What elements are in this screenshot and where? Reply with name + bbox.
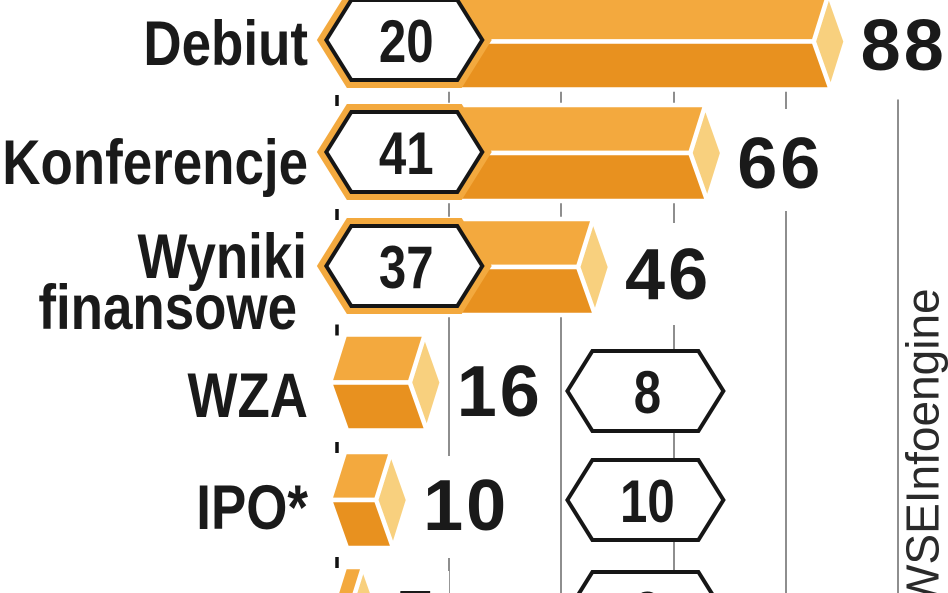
- bar-value-label: 10: [423, 466, 509, 546]
- category-label: Debiut: [143, 9, 308, 79]
- badge-hexagon: [565, 349, 726, 433]
- value-label-backing: [856, 0, 948, 100]
- value-label-backing: [419, 456, 521, 558]
- category-label-line: Wyniki: [137, 222, 307, 292]
- badge-value: 3: [634, 579, 661, 593]
- value-label-backing: [733, 109, 835, 211]
- bar-value-label: 88: [861, 6, 947, 86]
- category-label: IPO*: [196, 473, 308, 543]
- badge-hexagon: [323, 110, 485, 194]
- bar-row: 20 88 Debiut: [143, 0, 948, 100]
- badge-hexagon: [323, 224, 485, 308]
- bar-front-face: [327, 497, 396, 551]
- bar-top-face: [334, 564, 366, 593]
- bar-front-face: [327, 380, 430, 433]
- value-label-backing: [621, 223, 723, 325]
- category-label: Konferencje: [2, 128, 308, 198]
- bar-value-label: 66: [737, 124, 823, 204]
- bar-row: 41 66 Konferencje: [2, 102, 835, 211]
- category-label: WZA: [188, 361, 308, 431]
- bar-row: 10 10 IPO*: [196, 449, 726, 558]
- category-label-line: finansowe: [38, 273, 297, 343]
- bar-top-face: [327, 332, 428, 385]
- badge-value: 8: [634, 358, 661, 426]
- bar-value-label: 46: [625, 235, 711, 315]
- badge-value: 10: [620, 467, 675, 535]
- badge-value: 20: [379, 7, 434, 75]
- badge-hexagon: [565, 458, 726, 542]
- bar-row: 35: [334, 564, 714, 593]
- badge-value: 37: [379, 233, 434, 301]
- value-label-backing: [452, 338, 554, 441]
- value-label-backing: [391, 571, 450, 593]
- bar-value-label: 5: [395, 577, 438, 593]
- bar-value-label: 16: [457, 352, 543, 432]
- badge-value: 41: [379, 119, 434, 187]
- badge-hexagon: [323, 0, 485, 82]
- source-credit: WSEInfoengine: [897, 288, 948, 593]
- bar-row: 8 16 WZA: [188, 332, 726, 441]
- badge-hexagon: [576, 570, 714, 593]
